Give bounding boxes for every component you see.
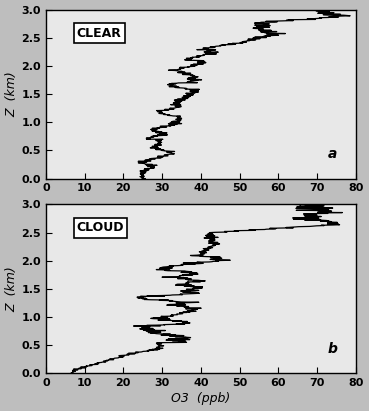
X-axis label: O3  (ppb): O3 (ppb) bbox=[171, 393, 230, 405]
Y-axis label: Z  (km): Z (km) bbox=[6, 71, 18, 117]
Text: CLOUD: CLOUD bbox=[77, 222, 124, 234]
Text: a: a bbox=[328, 147, 337, 161]
Text: CLEAR: CLEAR bbox=[77, 27, 122, 39]
Text: b: b bbox=[328, 342, 338, 356]
Y-axis label: Z  (km): Z (km) bbox=[6, 266, 18, 312]
